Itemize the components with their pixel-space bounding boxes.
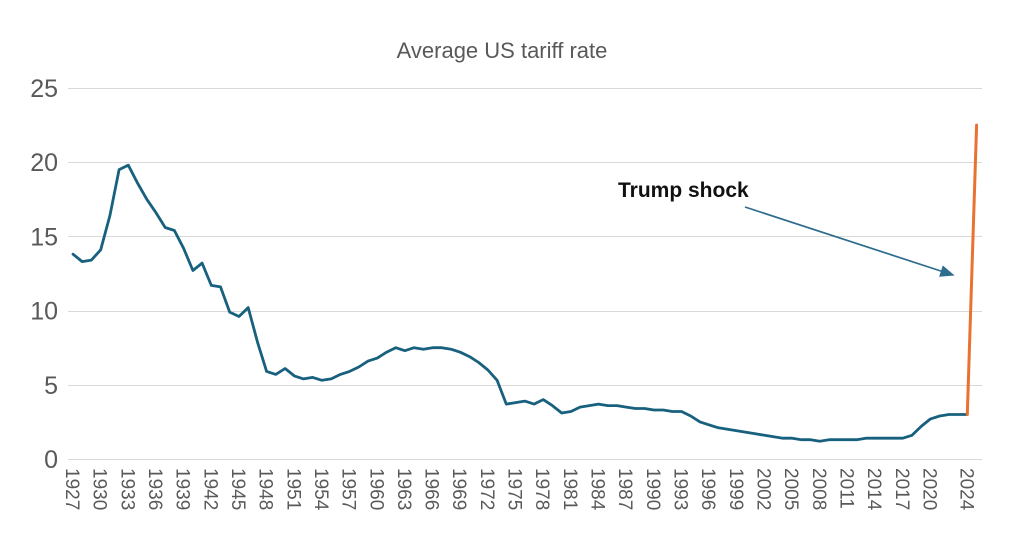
series-layer [71,123,979,443]
x-tick-label-1966: 1966 [421,468,442,510]
x-tick-label-1945: 1945 [227,468,248,510]
y-tick-label-25: 25 [30,75,58,103]
x-tick-label-1972: 1972 [476,468,497,510]
tariff-rate-line [71,163,969,443]
x-tick-label-2008: 2008 [808,468,829,510]
y-tick-label-0: 0 [44,446,58,474]
x-tick-label-2024: 2024 [955,468,976,511]
x-tick-label-2005: 2005 [780,468,801,510]
x-tick-label-2002: 2002 [753,468,774,510]
axis-labels-layer: 0 5 10 15 20 25 1927 1930 1933 1936 1939 1942 1945 19… [30,75,976,511]
x-tick-label-2014: 2014 [863,468,884,511]
y-tick-label-20: 20 [30,149,58,177]
x-tick-label-2020: 2020 [918,468,939,510]
x-tick-label-1933: 1933 [116,468,137,510]
y-tick-label-10: 10 [30,298,58,326]
y-tick-label-5: 5 [44,372,58,400]
x-tick-label-1927: 1927 [61,468,82,510]
trump-shock-annotation-arrow [744,206,955,277]
x-tick-label-1954: 1954 [310,468,331,511]
trump-shock-annotation-label: Trump shock [618,179,749,202]
x-tick-label-1963: 1963 [393,468,414,510]
x-tick-label-1960: 1960 [365,468,386,510]
x-tick-label-1969: 1969 [448,468,469,510]
trump-shock-annotation: Trump shock [618,179,955,277]
x-tick-label-1939: 1939 [172,468,193,510]
y-tick-label-15: 15 [30,223,58,251]
x-tick-label-1936: 1936 [144,468,165,510]
chart-title: Average US tariff rate [397,38,608,63]
x-tick-label-1948: 1948 [255,468,276,510]
x-tick-label-1981: 1981 [559,468,580,510]
x-tick-label-1996: 1996 [697,468,718,510]
x-tick-label-1951: 1951 [282,468,303,510]
x-tick-label-1978: 1978 [531,468,552,510]
x-tick-label-1975: 1975 [504,468,525,510]
gridlines-layer [68,88,982,460]
x-tick-label-1942: 1942 [199,468,220,510]
x-tick-label-1993: 1993 [670,468,691,510]
x-tick-label-2011: 2011 [835,468,856,509]
x-tick-label-1999: 1999 [725,468,746,510]
x-tick-label-1987: 1987 [614,468,635,510]
x-tick-label-1990: 1990 [642,468,663,510]
trump-shock-spike-line [965,123,979,416]
x-tick-label-1984: 1984 [587,468,608,511]
x-tick-label-2017: 2017 [891,468,912,510]
x-tick-label-1957: 1957 [338,468,359,510]
x-tick-label-1930: 1930 [89,468,110,510]
